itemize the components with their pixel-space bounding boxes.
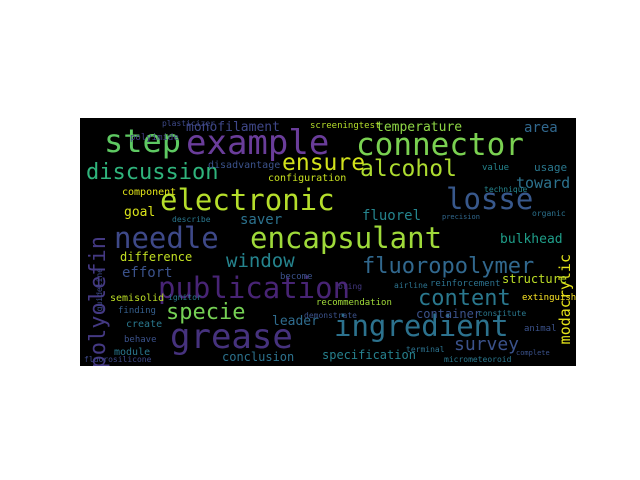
word: discussion bbox=[86, 160, 219, 185]
word: specie bbox=[166, 300, 246, 325]
word: content bbox=[418, 286, 511, 311]
word: disadvantage bbox=[208, 160, 281, 171]
word: describe bbox=[172, 215, 211, 224]
word: leader bbox=[272, 314, 319, 329]
word: demonstrate bbox=[304, 311, 357, 320]
word: alcohol bbox=[360, 156, 457, 182]
word: survey bbox=[454, 334, 520, 355]
word: constitute bbox=[478, 309, 527, 318]
word: difference bbox=[120, 250, 193, 264]
word: structure bbox=[502, 272, 568, 286]
word: complete bbox=[516, 349, 550, 357]
word: grease bbox=[170, 317, 293, 357]
word: conclusion bbox=[222, 350, 295, 364]
word: screeningtest bbox=[310, 121, 381, 131]
word: semisolid bbox=[110, 293, 165, 304]
word: plasticizer bbox=[162, 119, 215, 128]
word: polyimide bbox=[130, 133, 179, 143]
word: organic bbox=[532, 209, 566, 218]
word: finding bbox=[118, 306, 156, 316]
word: connector bbox=[356, 127, 524, 163]
word: publication bbox=[158, 271, 351, 305]
word: container bbox=[416, 307, 482, 321]
word: electronic bbox=[160, 183, 335, 217]
word: temperature bbox=[376, 120, 463, 135]
word: encapsulant bbox=[250, 221, 443, 255]
word: specification bbox=[322, 348, 416, 362]
word: usage bbox=[534, 161, 568, 174]
word: micrometeoroid bbox=[444, 355, 512, 364]
word: reinforcement bbox=[430, 279, 501, 289]
word: effort bbox=[122, 265, 173, 281]
word: terminal bbox=[406, 345, 445, 354]
word: saver bbox=[240, 212, 283, 228]
word: technique bbox=[484, 185, 528, 194]
word: ingredient bbox=[334, 309, 509, 343]
word: behave bbox=[124, 335, 157, 345]
word: airline bbox=[394, 281, 428, 290]
word: goal bbox=[124, 205, 156, 220]
word: step bbox=[104, 122, 182, 160]
word: fluorel bbox=[362, 208, 422, 224]
word: recommendation bbox=[316, 298, 392, 308]
word: toward bbox=[516, 174, 571, 192]
word-cloud: step example connector discussion ensure… bbox=[80, 118, 576, 366]
word: create bbox=[126, 319, 163, 330]
word: configuration bbox=[268, 173, 347, 184]
word: guideline bbox=[95, 268, 104, 312]
word: window bbox=[226, 250, 295, 272]
word: animal bbox=[524, 324, 557, 334]
word: fluorosilicone bbox=[84, 355, 152, 364]
word: bring bbox=[338, 282, 363, 291]
word: value bbox=[482, 163, 510, 173]
word: ensure bbox=[282, 150, 366, 176]
word: precision bbox=[442, 213, 480, 221]
word: become bbox=[280, 272, 313, 282]
word: ignitor bbox=[168, 293, 202, 302]
word: monofilament bbox=[186, 120, 280, 135]
word: needle bbox=[114, 221, 219, 255]
word: area bbox=[524, 120, 558, 136]
word: fluoropolymer bbox=[362, 254, 535, 279]
word: example bbox=[186, 123, 330, 163]
word: bulkhead bbox=[500, 232, 563, 247]
word: losse bbox=[446, 182, 534, 216]
word: extinguishant bbox=[522, 293, 576, 303]
word: module bbox=[114, 347, 151, 358]
word: component bbox=[122, 187, 177, 198]
